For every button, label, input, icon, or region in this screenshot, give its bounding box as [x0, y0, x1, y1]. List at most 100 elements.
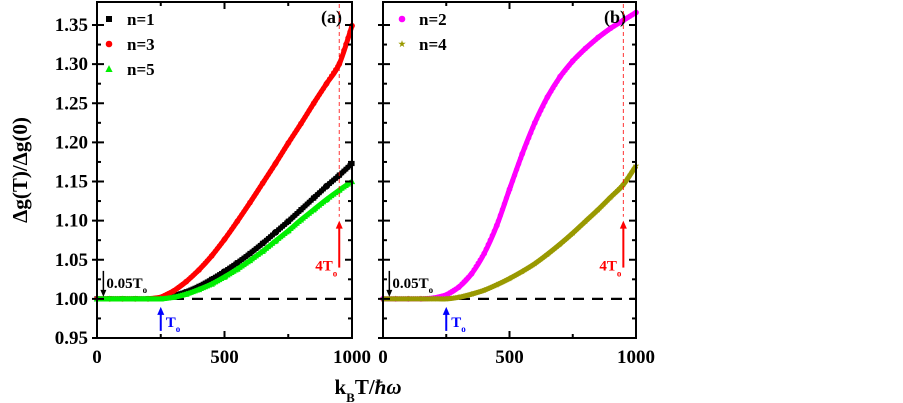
data-marker: [548, 248, 554, 254]
data-marker: [475, 289, 482, 295]
data-marker: [539, 254, 546, 261]
data-marker: [339, 53, 345, 60]
data-marker: [483, 246, 489, 252]
data-marker: [602, 199, 609, 205]
data-marker: [465, 291, 471, 298]
data-marker: [467, 291, 473, 298]
data-marker: [536, 111, 542, 118]
data-marker: [517, 155, 524, 161]
x-axis-title: kBT/ħω: [334, 375, 401, 403]
data-marker: [341, 47, 347, 53]
data-marker: [519, 268, 526, 274]
x-tick-label: 1000: [617, 347, 655, 368]
data-marker: [626, 171, 633, 178]
legend-marker: [398, 40, 406, 48]
data-marker: [608, 193, 615, 199]
data-marker: [598, 203, 605, 209]
data-marker: [564, 234, 571, 241]
data-marker: [527, 263, 534, 269]
legend-marker: [105, 65, 113, 72]
x-tick-label: 500: [210, 347, 239, 368]
annotation-label: 4To: [315, 259, 338, 279]
data-marker: [612, 189, 619, 195]
data-marker: [446, 295, 453, 301]
y-tick-label: 1.15: [55, 172, 88, 193]
data-marker: [507, 274, 514, 281]
data-marker: [580, 220, 587, 226]
data-marker: [479, 287, 486, 294]
legend-label: n=2: [419, 10, 447, 29]
data-marker: [628, 168, 635, 175]
data-marker: [513, 271, 520, 278]
data-marker: [450, 294, 457, 301]
data-marker: [534, 116, 540, 122]
data-marker: [620, 180, 627, 187]
y-tick-label: 1.00: [55, 289, 88, 310]
data-marker: [590, 210, 597, 217]
data-marker: [594, 207, 601, 213]
data-marker: [489, 283, 496, 290]
series-n-4: [379, 162, 640, 302]
data-marker: [528, 130, 534, 136]
data-marker: [485, 241, 491, 248]
data-marker: [442, 295, 449, 302]
data-marker: [584, 216, 591, 223]
data-marker: [485, 285, 492, 292]
panel-b: 0 500 1000 (b) n=2 n=4 0.05To To 4To: [378, 1, 655, 368]
data-marker: [616, 185, 623, 191]
arrow-head: [335, 220, 343, 229]
data-marker: [541, 253, 548, 259]
data-marker: [570, 229, 577, 236]
data-marker: [458, 293, 465, 300]
data-marker: [499, 206, 506, 213]
data-marker: [511, 272, 518, 279]
data-marker: [552, 245, 559, 251]
data-marker: [554, 243, 561, 250]
x-tick-label: 0: [92, 347, 102, 368]
data-marker: [515, 161, 522, 167]
data-marker: [493, 281, 500, 288]
data-marker: [511, 172, 518, 178]
legend-label: n=3: [127, 35, 155, 54]
data-marker: [537, 256, 544, 262]
y-tick-label: 1.10: [55, 211, 88, 232]
data-marker: [501, 201, 508, 207]
data-marker: [483, 286, 490, 292]
legend-label: n=5: [127, 60, 155, 79]
y-tick-label: 1.05: [55, 250, 88, 271]
data-marker: [576, 223, 583, 230]
data-marker: [493, 223, 499, 230]
y-axis-title: Δg(T)/Δg(0): [8, 117, 32, 223]
data-marker: [606, 195, 613, 201]
y-tick-label: 1.35: [55, 15, 88, 36]
data-marker: [568, 231, 575, 237]
data-marker: [491, 282, 498, 289]
x-tick-label: 500: [495, 347, 524, 368]
data-marker: [499, 278, 506, 285]
data-marker: [522, 145, 528, 151]
data-marker: [495, 218, 502, 224]
data-marker: [526, 135, 532, 141]
data-marker: [452, 294, 459, 301]
arrow-head: [157, 306, 165, 315]
data-marker: [513, 166, 520, 173]
data-marker: [463, 292, 469, 299]
data-marker: [531, 260, 538, 267]
data-marker: [586, 214, 593, 221]
data-marker: [532, 120, 538, 126]
arrow-head: [386, 289, 393, 297]
data-marker: [530, 125, 536, 131]
data-marker: [509, 178, 516, 184]
y-tick-label: 1.25: [55, 93, 88, 114]
data-marker: [343, 41, 349, 47]
data-marker: [487, 284, 494, 291]
legend-label: n=4: [419, 35, 447, 54]
data-marker: [456, 293, 463, 300]
arrow-head: [619, 220, 627, 229]
data-marker: [454, 294, 461, 300]
annotation-label: To: [166, 315, 181, 334]
annotation: 4To: [599, 4, 627, 279]
panel-label: (a): [321, 7, 342, 28]
data-marker: [505, 275, 512, 282]
data-marker: [481, 287, 488, 293]
